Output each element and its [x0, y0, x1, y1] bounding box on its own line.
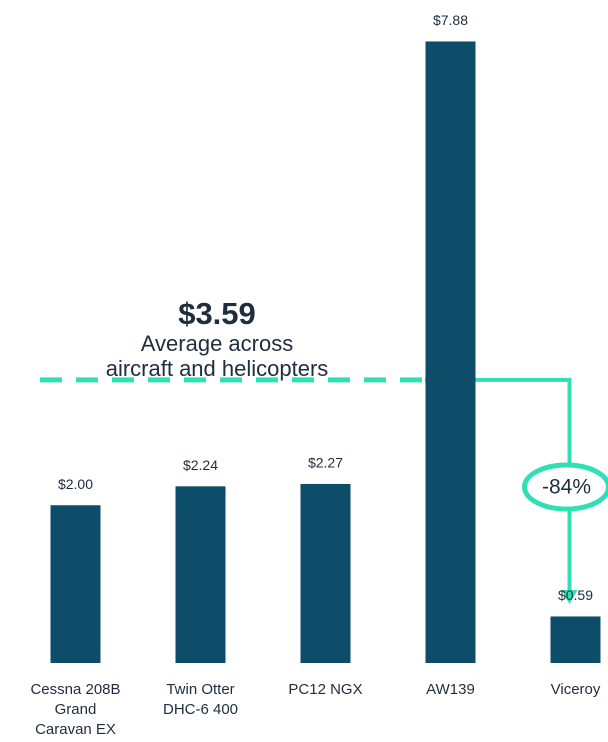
bar — [550, 616, 601, 663]
value-label: $2.24 — [183, 457, 218, 473]
value-label: $2.27 — [308, 455, 343, 471]
x-tick-label: PC12 NGX — [288, 681, 362, 698]
change-badge — [522, 462, 608, 512]
x-tick-label: DHC-6 400 — [163, 701, 238, 718]
x-tick-label: Cessna 208B — [30, 681, 120, 698]
x-tick-label: Grand — [55, 701, 97, 718]
x-tick-label: Twin Otter — [166, 681, 234, 698]
value-label: $0.59 — [558, 587, 593, 603]
average-caption: Average across — [141, 331, 293, 356]
bar — [50, 505, 101, 663]
change-label: -84% — [542, 476, 591, 499]
x-tick-label: AW139 — [426, 681, 475, 698]
average-value: $3.59 — [178, 296, 256, 331]
bar — [425, 41, 476, 663]
x-tick-label: Viceroy — [551, 681, 601, 698]
bar — [300, 483, 351, 663]
arrow-head — [561, 590, 578, 604]
average-caption: aircraft and helicopters — [106, 356, 329, 381]
bar — [175, 486, 226, 663]
value-label: $2.00 — [58, 476, 93, 492]
value-label: $7.88 — [433, 12, 468, 28]
x-tick-label: Caravan EX — [35, 721, 116, 738]
